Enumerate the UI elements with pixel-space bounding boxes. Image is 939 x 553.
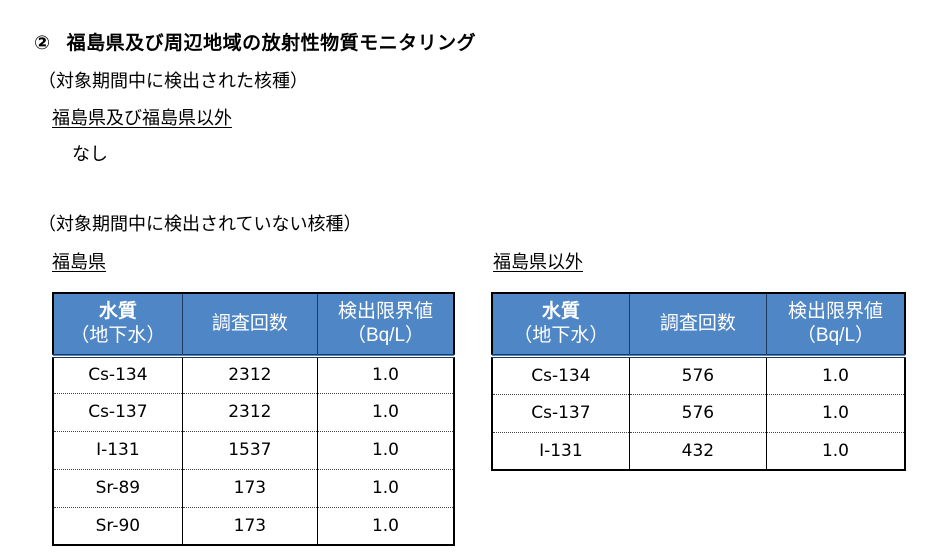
- limit-cell: 1.0: [316, 431, 455, 470]
- header-water-quality: 水質 （地下水）: [52, 292, 183, 358]
- table-row: Cs-134 576 1.0: [491, 356, 906, 395]
- nuclide-cell: Cs-134: [491, 356, 630, 395]
- outside-title: 福島県以外: [493, 252, 583, 273]
- count-cell: 173: [181, 469, 318, 508]
- not-detected-label: （対象期間中に検出されていない核種）: [38, 214, 362, 235]
- header-water-quality: 水質 （地下水）: [491, 292, 630, 358]
- table-header-row: 水質 （地下水） 調査回数 検出限界値 （Bq/L）: [52, 292, 455, 358]
- nuclide-cell: I-131: [491, 432, 630, 471]
- fukushima-table: 水質 （地下水） 調査回数 検出限界値 （Bq/L） Cs-134 2312 1…: [52, 292, 455, 546]
- nuclide-cell: Cs-134: [52, 356, 183, 394]
- header-survey-count: 調査回数: [181, 292, 318, 358]
- detected-region: 福島県及び福島県以外: [52, 108, 232, 129]
- table-row: Sr-90 173 1.0: [52, 507, 455, 546]
- detected-label: （対象期間中に検出された核種）: [38, 71, 308, 92]
- count-cell: 173: [181, 507, 318, 546]
- limit-cell: 1.0: [316, 356, 455, 394]
- header-detection-limit: 検出限界値 （Bq/L）: [765, 292, 906, 358]
- limit-cell: 1.0: [765, 394, 906, 433]
- fukushima-title: 福島県: [52, 252, 106, 273]
- limit-cell: 1.0: [316, 507, 455, 546]
- table-row: Cs-134 2312 1.0: [52, 356, 455, 394]
- section-title: 福島県及び周辺地域の放射性物質モニタリング: [66, 32, 477, 54]
- nuclide-cell: Cs-137: [491, 394, 630, 433]
- limit-cell: 1.0: [316, 393, 455, 432]
- table-row: I-131 1537 1.0: [52, 431, 455, 470]
- header-detection-limit: 検出限界値 （Bq/L）: [316, 292, 455, 358]
- table-header-row: 水質 （地下水） 調査回数 検出限界値 （Bq/L）: [491, 292, 906, 358]
- limit-cell: 1.0: [316, 469, 455, 508]
- limit-cell: 1.0: [765, 432, 906, 471]
- detected-value: なし: [72, 144, 108, 165]
- count-cell: 576: [628, 356, 767, 395]
- table-row: Sr-89 173 1.0: [52, 469, 455, 508]
- section-number: ②: [34, 32, 51, 54]
- count-cell: 2312: [181, 393, 318, 432]
- outside-table: 水質 （地下水） 調査回数 検出限界値 （Bq/L） Cs-134 576 1.…: [491, 292, 906, 471]
- section-heading: ② 福島県及び周辺地域の放射性物質モニタリング: [34, 28, 476, 55]
- table-row: Cs-137 2312 1.0: [52, 393, 455, 432]
- count-cell: 576: [628, 394, 767, 433]
- nuclide-cell: I-131: [52, 431, 183, 470]
- table-row: Cs-137 576 1.0: [491, 394, 906, 433]
- table-row: I-131 432 1.0: [491, 432, 906, 471]
- nuclide-cell: Cs-137: [52, 393, 183, 432]
- count-cell: 432: [628, 432, 767, 471]
- count-cell: 1537: [181, 431, 318, 470]
- count-cell: 2312: [181, 356, 318, 394]
- nuclide-cell: Sr-89: [52, 469, 183, 508]
- limit-cell: 1.0: [765, 356, 906, 395]
- nuclide-cell: Sr-90: [52, 507, 183, 546]
- header-survey-count: 調査回数: [628, 292, 767, 358]
